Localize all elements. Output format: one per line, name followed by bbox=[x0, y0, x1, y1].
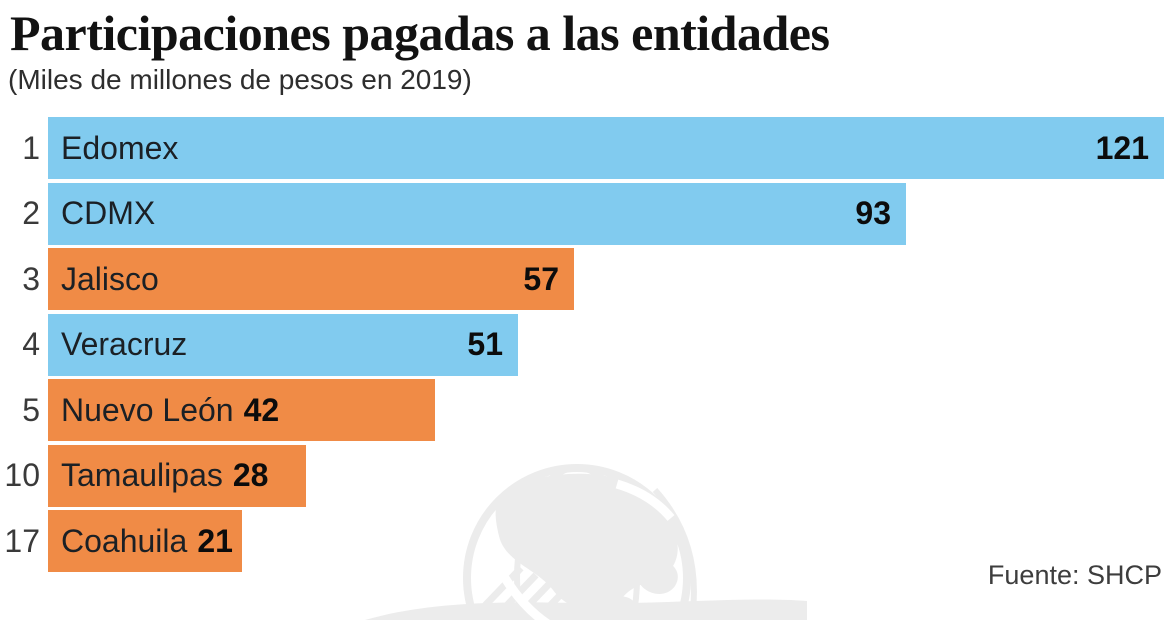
bar-row-cdmx: 2 CDMX 93 bbox=[0, 182, 1164, 245]
rank-label: 4 bbox=[22, 326, 40, 362]
rank-label: 3 bbox=[22, 260, 40, 297]
state-label: Coahuila bbox=[61, 522, 188, 559]
bar-nuevo-leon: Nuevo León 42 bbox=[48, 379, 435, 441]
value-label: 121 bbox=[1095, 129, 1149, 166]
state-label: Jalisco bbox=[61, 260, 159, 297]
source-credit: Fuente: SHCP bbox=[987, 560, 1162, 590]
bar-row-nuevo-leon: 5 Nuevo León 42 bbox=[0, 379, 1164, 441]
bar-veracruz: Veracruz 51 bbox=[48, 313, 518, 376]
rank-label: 5 bbox=[22, 391, 40, 428]
bar-row-coahuila: 17 Coahuila 21 bbox=[0, 510, 1164, 572]
rank-label: 17 bbox=[4, 522, 40, 559]
bar-edomex: Edomex 121 bbox=[48, 117, 1164, 179]
state-label: Tamaulipas bbox=[61, 457, 223, 493]
value-label: 57 bbox=[523, 260, 559, 297]
bar-chart: 1 Edomex 121 2 CDMX 93 3 Jalisco 57 4 Ve… bbox=[0, 117, 1164, 572]
chart-subtitle: (Miles de millones de pesos en 2019) bbox=[8, 64, 472, 95]
rank-label: 1 bbox=[22, 129, 40, 166]
bar-row-edomex: 1 Edomex 121 bbox=[0, 117, 1164, 179]
bar-row-veracruz: 4 Veracruz 51 bbox=[0, 313, 1164, 376]
value-label: 51 bbox=[467, 326, 503, 362]
chart-title: Participaciones pagadas a las entidades bbox=[10, 5, 830, 61]
bar-cdmx: CDMX 93 bbox=[48, 182, 906, 245]
state-label: Edomex bbox=[61, 129, 179, 166]
state-label: Veracruz bbox=[61, 326, 188, 362]
rank-label: 10 bbox=[4, 457, 40, 493]
bar-jalisco: Jalisco 57 bbox=[48, 248, 574, 310]
state-label: CDMX bbox=[61, 195, 156, 231]
value-label: 28 bbox=[232, 457, 269, 493]
value-label: 42 bbox=[243, 391, 280, 428]
state-label: Nuevo León bbox=[61, 391, 234, 428]
bar-tamaulipas: Tamaulipas 28 bbox=[48, 444, 306, 507]
bar-row-jalisco: 3 Jalisco 57 bbox=[0, 248, 1164, 310]
bar-row-tamaulipas: 10 Tamaulipas 28 bbox=[0, 444, 1164, 507]
value-label: 93 bbox=[855, 195, 891, 231]
value-label: 21 bbox=[197, 522, 233, 559]
rank-label: 2 bbox=[22, 195, 40, 231]
bar-coahuila: Coahuila 21 bbox=[48, 510, 242, 572]
